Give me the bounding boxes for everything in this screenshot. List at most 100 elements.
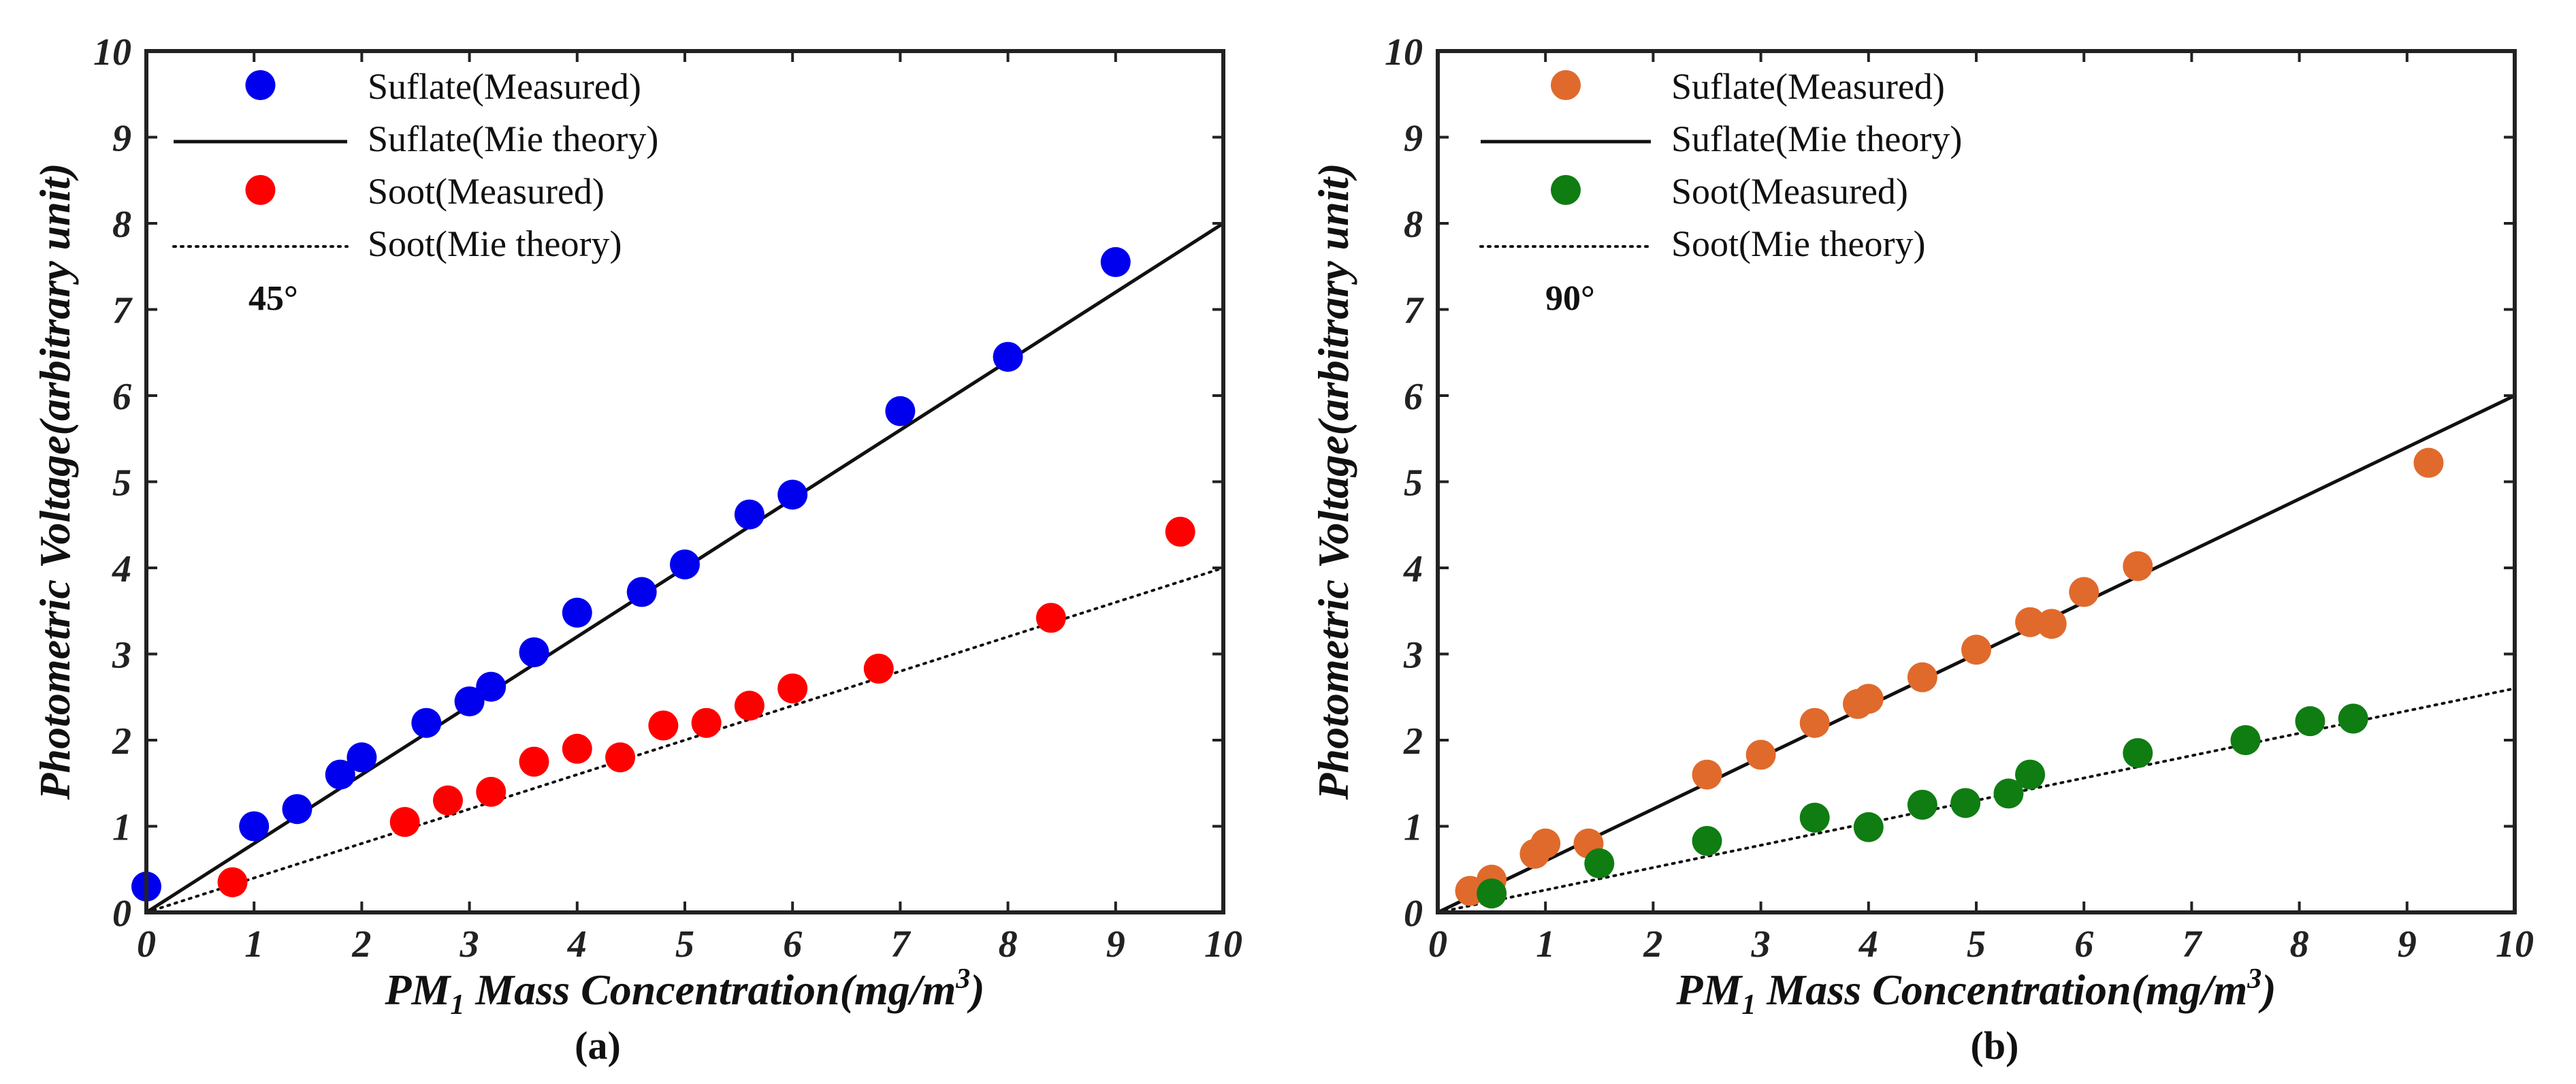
y-tick-label: 10 [93,31,131,74]
legend-label: Suflate(Measured) [1671,66,1945,107]
x-tick-label: 1 [244,923,263,966]
legend-b: Suflate(Measured) Suflate(Mie theory) Soot… [1479,66,1962,264]
y-tick-label: 3 [1403,635,1423,677]
data-point-suflate-measured [347,742,377,773]
data-point-soot-measured [1584,848,1615,878]
data-point-soot-measured [476,776,506,807]
plot-area-b [1436,394,2516,914]
data-point-soot-measured [1907,789,1937,820]
angle-label-b: 90° [1545,279,1595,318]
x-tick-label: 8 [999,923,1018,966]
data-point-soot-measured [1853,812,1884,842]
data-point-suflate-measured [1530,828,1561,859]
y-tick-label: 2 [1403,720,1423,763]
x-tick-label: 4 [1858,923,1878,966]
legend-marker [245,70,276,100]
data-point-suflate-measured [2015,607,2046,637]
data-point-suflate-measured [454,686,485,717]
data-point-suflate-measured [734,499,764,530]
x-axis-label-sup-a: 3 [955,963,970,995]
x-tick-label: 2 [351,923,371,966]
data-point-suflate-measured [519,637,549,667]
angle-label-a: 45° [248,279,298,318]
legend-marker [245,175,276,205]
data-point-suflate-measured [2069,577,2099,607]
data-point-suflate-measured [325,759,355,790]
data-point-suflate-measured [670,549,700,579]
x-tick-label: 9 [1106,923,1125,966]
legend-label: Soot(Mie theory) [368,223,622,264]
x-tick-label: 0 [1428,923,1447,966]
y-tick-label: 9 [112,118,131,160]
data-point-soot-measured [432,785,463,816]
x-tick-label: 2 [1643,923,1662,966]
data-point-suflate-measured [476,671,506,702]
y-tick-label: 9 [1404,118,1423,160]
data-point-soot-measured [1477,878,1507,909]
y-tick-label: 4 [112,548,131,590]
legend-label: Suflate(Mie theory) [368,118,658,159]
data-point-suflate-measured [1799,707,1830,738]
y-tick-label: 7 [1404,290,1424,332]
x-tick-label: 5 [675,923,694,966]
data-point-suflate-measured [993,342,1023,372]
data-point-suflate-measured [2123,551,2153,581]
data-point-soot-measured [2338,703,2368,734]
x-axis-label-a: PM1 Mass Concentration(mg/m3) [384,963,984,1021]
y-tick-label: 4 [1403,548,1423,590]
x-tick-label: 7 [2182,923,2202,966]
data-point-suflate-measured [1907,662,1937,692]
legend-label: Soot(Measured) [1671,171,1908,212]
data-point-soot-measured [1950,788,1981,818]
x-axis-label-main-a: Mass Concentration(mg/m [464,966,956,1014]
x-tick-label: 3 [460,923,479,966]
data-point-soot-measured [863,654,894,684]
data-point-soot-measured [691,707,722,738]
legend-label: Suflate(Measured) [368,66,641,107]
x-axis-label-end-a: ) [967,966,984,1014]
y-tick-label: 2 [112,720,131,763]
x-axis-label-prefix-b: PM [1675,966,1743,1014]
x-axis-label-sub-b: 1 [1741,989,1756,1021]
x-axis-label-sup-b: 3 [2247,963,2261,995]
data-point-soot-measured [217,867,248,897]
x-tick-label: 1 [1536,923,1555,966]
legend-label: Suflate(Mie theory) [1671,118,1962,159]
x-tick-label: 10 [2496,923,2534,966]
y-tick-label: 5 [1404,462,1423,505]
data-point-suflate-measured [2413,447,2444,478]
data-point-soot-measured [1799,802,1830,833]
data-point-soot-measured [648,710,679,741]
legend-marker [1551,175,1581,205]
y-tick-label: 1 [112,807,131,849]
panel-label-a: (a) [575,1023,621,1068]
y-tick-label: 3 [112,635,131,677]
x-tick-label: 3 [1751,923,1771,966]
x-tick-label: 10 [1204,923,1242,966]
data-point-suflate-measured [1100,246,1131,277]
y-tick-label: 8 [112,204,131,246]
data-point-suflate-measured [1692,759,1722,790]
data-point-suflate-measured [885,396,916,426]
x-axis-label-b: PM1 Mass Concentration(mg/m3) [1675,963,2276,1021]
x-axis-label-prefix-a: PM [384,966,451,1014]
y-tick-label: 0 [112,893,131,935]
y-tick-label: 7 [112,290,133,332]
chart-panel-a: 0 1 2 3 4 5 6 7 8 9 10 0 1 2 3 4 5 6 7 8 9 10 Suflate(Measure… [31,31,1242,1068]
data-point-soot-measured [2015,759,2046,790]
data-point-suflate-measured [2036,609,2067,639]
x-tick-label: 9 [2398,923,2417,966]
data-point-soot-measured [2123,737,2153,768]
data-point-suflate-measured [1745,739,1776,770]
data-point-soot-measured [1165,516,1195,547]
data-point-soot-measured [519,746,549,777]
x-axis-label-end-b: ) [2258,966,2276,1014]
plot-area-a [131,221,1225,914]
data-point-soot-measured [777,673,808,704]
x-tick-label: 5 [1967,923,1986,966]
y-tick-label: 6 [1404,376,1423,418]
data-point-suflate-measured [411,707,442,738]
y-tick-label: 6 [112,376,131,418]
legend-label: Soot(Measured) [368,171,605,212]
